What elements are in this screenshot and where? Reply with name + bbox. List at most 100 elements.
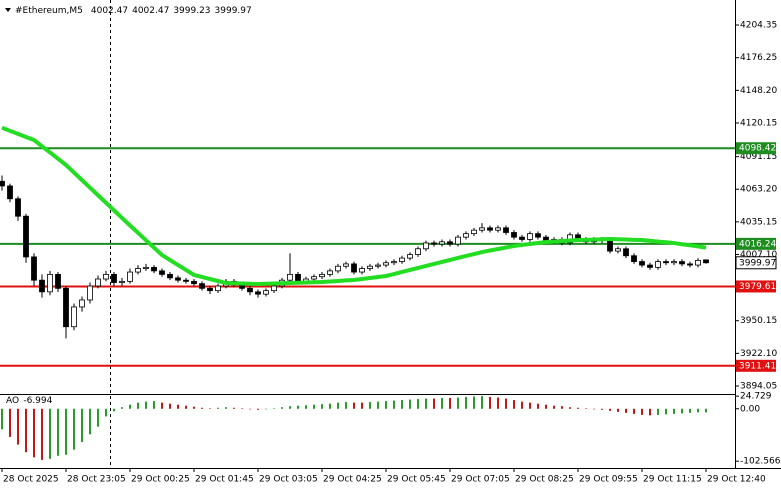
candle-body [463,233,469,238]
candle-body [7,185,13,200]
ao-bar [57,408,59,456]
candle-body [327,270,333,275]
bar-close: 3999.97 [215,6,252,16]
candle-body [423,242,429,250]
ao-bar [377,401,379,409]
ao-bar [489,397,491,409]
ao-bar [297,405,299,409]
x-tick-label: 28 Oct 23:05 [67,475,126,485]
candle-body [535,233,541,238]
candle-body [191,280,197,285]
ao-bar [705,408,707,413]
y-tick-label: 4091.15 [740,152,777,162]
candle-body [71,306,77,328]
candle-body [615,248,621,252]
price-label: 3999.97 [739,258,776,268]
candle-body [375,264,381,267]
y-tick-label: 4176.25 [740,53,777,63]
candle-body [503,227,509,233]
candle-body [127,271,133,282]
ao-bar [577,407,579,409]
ao-bar [457,397,459,409]
x-tick-label: 29 Oct 00:25 [131,475,190,485]
ao-bar [657,408,659,415]
ao-bar [321,404,323,409]
candle-body [511,232,517,238]
ao-bar [569,407,571,409]
ao-bar [353,402,355,409]
ao-bar [9,408,11,437]
candle-body [247,287,253,293]
ao-bar [505,398,507,409]
ao-bar [417,399,419,409]
level-label: 3911.41 [739,361,776,371]
ao-bar [313,404,315,409]
ao-bar [177,404,179,409]
price-label-box [735,256,777,270]
level-label: 4098.42 [739,144,776,154]
candle-body [655,261,661,268]
candle-body [687,263,693,266]
ao-bar [361,402,363,409]
ao-bar [345,402,347,409]
candle-body [295,273,301,282]
candle-body [671,261,677,264]
ao-bar [601,408,603,410]
ao-bar [665,408,667,415]
x-tick-label: 29 Oct 03:05 [259,475,318,485]
ao-bar [433,398,435,409]
level-label-box [736,280,776,293]
ao-bar [537,403,539,409]
ao-bar [121,407,123,409]
ao-bar [401,400,403,409]
y-tick-label: 3950.15 [740,316,777,326]
candle-body [79,299,85,308]
candle-body [631,255,637,262]
ao-bar [513,400,515,409]
x-tick-label: 29 Oct 09:55 [579,475,638,485]
ao-bar [481,396,483,409]
ao-bar [65,408,67,455]
ao-bar [129,404,131,409]
ao-bar [25,408,27,453]
candle-body [479,227,485,231]
candle-body [639,261,645,266]
candle-body [103,273,109,280]
candle-body [87,285,93,301]
ao-bar [233,407,235,409]
ao-bar [217,407,219,409]
candle-body [407,254,413,259]
ao-bar [265,408,267,410]
ao-bar [617,408,619,412]
candle-body [55,273,61,289]
candle-body [183,279,189,282]
candle-body [359,268,365,273]
candle-body [319,273,325,278]
candle-body [527,233,533,240]
ao-bar [225,407,227,409]
candle-body [263,290,269,295]
candle-body [167,273,173,279]
ao-bar [113,408,115,412]
bar-low: 3999.23 [173,6,210,16]
level-label: 3979.61 [739,282,776,292]
candle-body [47,273,53,293]
ao-bar [249,408,251,410]
candle-body [415,248,421,255]
candle-body [487,227,493,231]
ao-bar [305,405,307,409]
ao-tick-label: 0.00 [740,404,760,414]
ao-bar [273,408,275,409]
ao-bar [369,402,371,409]
y-tick-label: 4120.15 [740,118,777,128]
menu-arrow[interactable] [5,8,11,12]
ao-bar [289,406,291,409]
candle-body [175,277,181,281]
candle-body [159,270,165,275]
candle-body [703,259,709,264]
ao-bar [409,399,411,409]
candle-body [199,283,205,289]
ao-bar [689,408,691,413]
y-tick-label: 4148.20 [740,86,777,96]
ao-bar [73,408,75,450]
